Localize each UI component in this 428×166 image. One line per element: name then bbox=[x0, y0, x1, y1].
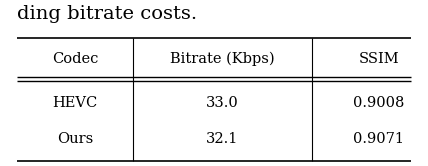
Text: ding bitrate costs.: ding bitrate costs. bbox=[17, 5, 197, 23]
Text: HEVC: HEVC bbox=[52, 96, 98, 110]
Text: Codec: Codec bbox=[52, 52, 98, 66]
Text: Bitrate (Kbps): Bitrate (Kbps) bbox=[170, 52, 275, 66]
Text: 0.9071: 0.9071 bbox=[353, 132, 404, 146]
Text: Ours: Ours bbox=[57, 132, 93, 146]
Text: SSIM: SSIM bbox=[359, 52, 399, 66]
Text: 32.1: 32.1 bbox=[206, 132, 239, 146]
Text: 0.9008: 0.9008 bbox=[353, 96, 404, 110]
Text: 33.0: 33.0 bbox=[206, 96, 239, 110]
